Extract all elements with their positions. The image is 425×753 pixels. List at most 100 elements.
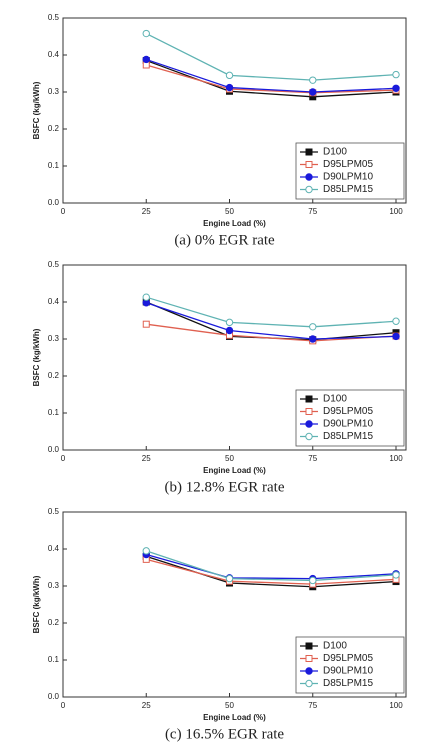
- legend-marker: [305, 395, 313, 403]
- marker: [225, 318, 234, 327]
- legend-marker: [305, 161, 313, 168]
- legend-label: D90LPM10: [323, 419, 373, 430]
- legend-marker: [305, 679, 313, 688]
- x-tick-label: 25: [142, 207, 151, 216]
- legend-label: D100: [323, 147, 347, 158]
- legend-label: D95LPM05: [323, 653, 373, 664]
- y-tick-label: 0.3: [48, 87, 60, 96]
- y-axis-label: BSFC (kg/kWh): [32, 575, 41, 633]
- marker: [309, 76, 317, 84]
- y-tick-label: 0.3: [48, 334, 60, 343]
- series-line: [146, 301, 397, 341]
- marker: [309, 323, 317, 331]
- legend-label: D85LPM15: [323, 184, 373, 195]
- y-tick-label: 0.5: [48, 260, 60, 269]
- y-tick-label: 0.5: [48, 13, 60, 22]
- caption: (a) 0% EGR rate: [174, 232, 275, 248]
- legend-label: D85LPM15: [323, 678, 373, 689]
- x-axis-label: Engine Load (%): [203, 466, 266, 475]
- marker: [309, 335, 317, 343]
- y-tick-label: 0.0: [48, 445, 60, 454]
- y-tick-label: 0.2: [48, 618, 60, 627]
- x-tick-label: 0: [61, 454, 66, 463]
- marker: [392, 317, 400, 325]
- legend-marker: [305, 642, 313, 650]
- y-tick-label: 0.4: [48, 297, 60, 306]
- x-tick-label: 100: [389, 207, 403, 216]
- legend-label: D90LPM10: [323, 666, 373, 677]
- marker: [225, 574, 234, 583]
- series-line: [146, 550, 397, 582]
- x-tick-label: 75: [308, 454, 317, 463]
- legend-label: D95LPM05: [323, 406, 373, 417]
- y-tick-label: 0.5: [48, 507, 60, 516]
- marker: [392, 332, 400, 341]
- caption: (c) 16.5% EGR rate: [165, 726, 284, 742]
- y-tick-label: 0.2: [48, 371, 60, 380]
- y-axis-label: BSFC (kg/kWh): [32, 328, 41, 386]
- y-tick-label: 0.0: [48, 692, 60, 701]
- x-tick-label: 100: [389, 701, 403, 710]
- marker: [225, 326, 234, 335]
- y-tick-label: 0.1: [48, 161, 60, 170]
- y-tick-label: 0.4: [48, 50, 60, 59]
- y-tick-label: 0.0: [48, 198, 60, 207]
- marker: [142, 29, 150, 38]
- y-tick-label: 0.4: [48, 544, 60, 553]
- marker: [142, 547, 150, 555]
- x-tick-label: 100: [389, 454, 403, 463]
- legend-marker: [305, 185, 313, 194]
- y-tick-label: 0.2: [48, 124, 60, 133]
- plot-frame: [62, 264, 407, 451]
- series-line: [146, 558, 397, 585]
- legend-marker: [305, 432, 313, 441]
- series-line: [146, 323, 397, 342]
- plot-frame: [62, 511, 407, 698]
- x-tick-label: 75: [308, 701, 317, 710]
- marker: [309, 88, 317, 96]
- x-tick-label: 50: [225, 701, 234, 710]
- legend-marker: [305, 408, 313, 415]
- x-tick-label: 0: [61, 701, 66, 710]
- y-tick-label: 0.1: [48, 408, 60, 417]
- marker: [309, 576, 317, 585]
- series-line: [146, 58, 397, 93]
- marker: [392, 571, 400, 579]
- y-tick-label: 0.3: [48, 581, 60, 590]
- marker: [392, 84, 400, 93]
- series-line: [145, 32, 397, 81]
- series-line: [146, 59, 397, 98]
- x-tick-label: 25: [142, 454, 151, 463]
- x-tick-label: 75: [308, 207, 317, 216]
- y-axis-label: BSFC (kg/kWh): [32, 81, 41, 139]
- legend-label: D100: [323, 641, 347, 652]
- legend-marker: [305, 655, 313, 662]
- legend-marker: [305, 148, 313, 156]
- caption: (b) 12.8% EGR rate: [165, 479, 285, 495]
- marker: [142, 293, 150, 301]
- plot-frame: [62, 17, 407, 204]
- series-line: [146, 553, 397, 580]
- series-line: [146, 302, 397, 340]
- marker: [392, 70, 400, 79]
- marker: [225, 71, 234, 80]
- legend-marker: [305, 667, 313, 675]
- marker: [225, 83, 234, 92]
- marker: [142, 320, 150, 328]
- series-line: [146, 64, 397, 94]
- legend-marker: [305, 173, 313, 181]
- x-axis-label: Engine Load (%): [203, 713, 266, 722]
- legend-label: D90LPM10: [323, 172, 373, 183]
- legend-label: D95LPM05: [323, 159, 373, 170]
- x-tick-label: 50: [225, 207, 234, 216]
- legend-label: D100: [323, 394, 347, 405]
- x-axis-label: Engine Load (%): [203, 219, 266, 228]
- x-tick-label: 0: [61, 207, 66, 216]
- legend-marker: [305, 420, 313, 428]
- legend-label: D85LPM15: [323, 431, 373, 442]
- x-tick-label: 50: [225, 454, 234, 463]
- marker: [142, 55, 150, 64]
- series-line: [146, 296, 397, 328]
- x-tick-label: 25: [142, 701, 151, 710]
